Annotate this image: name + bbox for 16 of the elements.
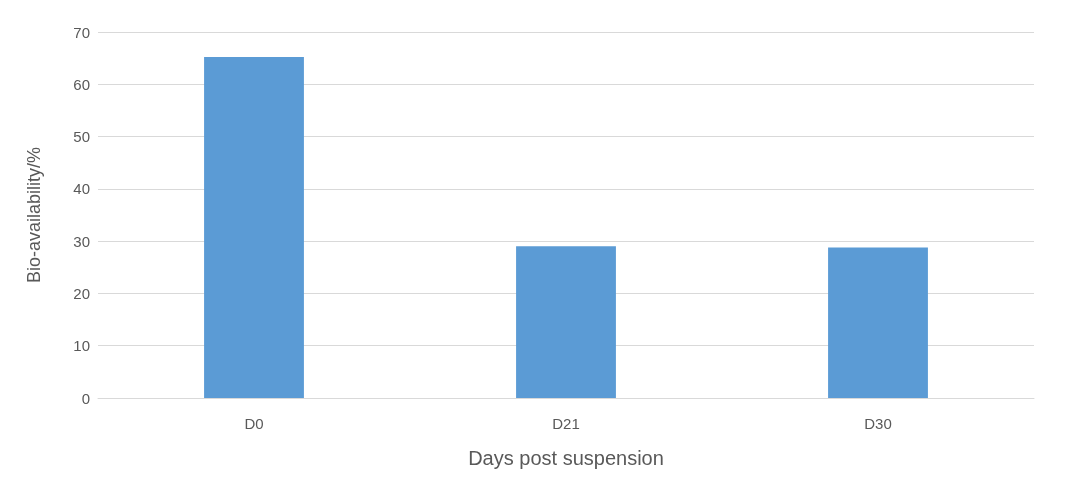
x-tick-label: D30	[864, 415, 892, 432]
x-axis-title: Days post suspension	[468, 447, 664, 469]
y-tick-label: 50	[73, 128, 90, 146]
y-axis-title: Bio-availability/%	[24, 146, 44, 284]
y-tick-label: 0	[81, 389, 90, 407]
bar	[204, 57, 304, 398]
y-tick-label: 10	[73, 337, 90, 355]
y-tick-label: 20	[73, 284, 90, 302]
x-tick-label: D21	[552, 415, 580, 432]
y-tick-label: 60	[73, 75, 90, 93]
x-tick-label: D0	[244, 415, 264, 432]
y-tick-label: 30	[73, 232, 90, 250]
bar	[828, 247, 928, 398]
y-tick-label: 70	[73, 23, 90, 41]
y-tick-label: 40	[73, 180, 90, 198]
bar	[516, 246, 616, 398]
